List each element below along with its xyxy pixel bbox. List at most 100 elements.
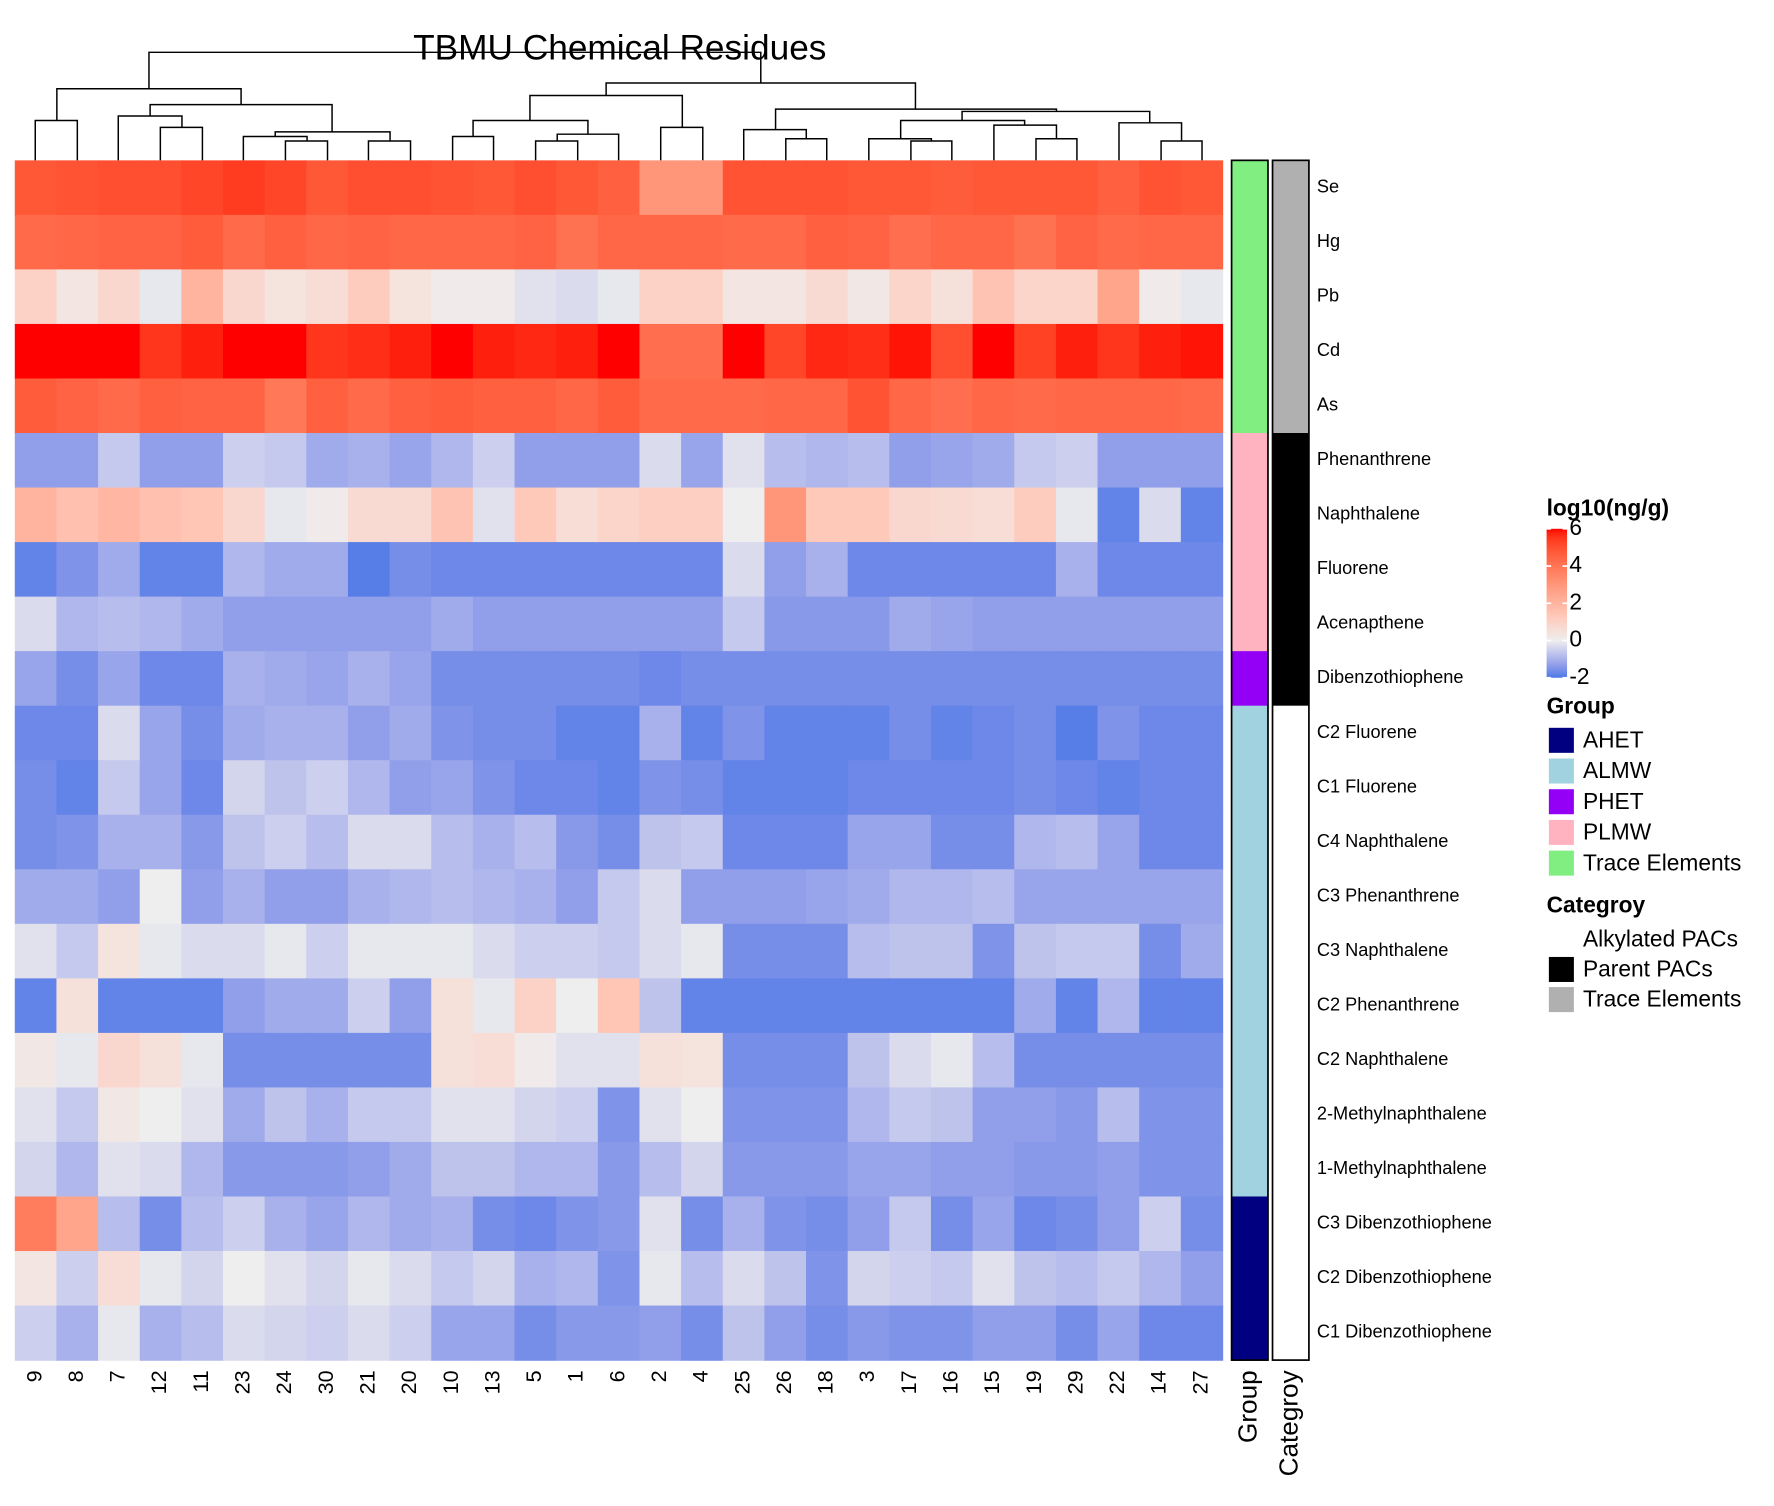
heatmap-cell xyxy=(181,433,224,489)
heatmap-cell xyxy=(930,1087,974,1143)
heatmap-cell xyxy=(1139,596,1182,652)
heatmap-cell xyxy=(1180,1032,1224,1089)
heatmap-cell xyxy=(223,1251,266,1307)
heatmap-cell xyxy=(1180,651,1224,707)
heatmap-cell xyxy=(56,814,99,870)
heatmap-cell xyxy=(1180,1087,1224,1143)
heatmap-cell xyxy=(597,705,641,761)
heatmap-cell xyxy=(806,596,849,652)
row-label: Naphthalene xyxy=(1317,504,1420,524)
heatmap-cell xyxy=(98,596,141,652)
heatmap-cell xyxy=(1139,1196,1182,1252)
heatmap-cell xyxy=(597,323,641,380)
heatmap-cell xyxy=(1180,433,1224,489)
heatmap-cell xyxy=(98,1196,141,1252)
heatmap-cell xyxy=(1014,323,1057,380)
heatmap-cell xyxy=(889,705,932,761)
heatmap-cell xyxy=(930,814,974,870)
heatmap-cell xyxy=(472,814,516,870)
heatmap-cell xyxy=(306,1196,349,1252)
heatmap-cell xyxy=(972,214,1015,271)
row-label: C3 Dibenzothiophene xyxy=(1317,1213,1492,1233)
annotation-cell xyxy=(1272,214,1309,271)
legend-swatch xyxy=(1548,926,1574,952)
heatmap-cell xyxy=(597,269,641,325)
annotation-cell xyxy=(1231,378,1268,434)
heatmap-cell xyxy=(514,1196,557,1252)
heatmap-cell xyxy=(556,923,599,980)
column-label: 15 xyxy=(979,1370,1004,1394)
heatmap-cell xyxy=(722,705,766,761)
heatmap-cell xyxy=(514,269,557,325)
heatmap-cell xyxy=(556,487,599,543)
heatmap-cell xyxy=(556,323,599,380)
heatmap-cell xyxy=(306,323,349,380)
heatmap-cell xyxy=(556,433,599,489)
heatmap-cell xyxy=(930,1141,974,1198)
heatmap-cell xyxy=(556,869,599,925)
annotation-cell xyxy=(1231,978,1268,1034)
annotation-cell xyxy=(1231,1087,1268,1143)
heatmap-cell xyxy=(181,542,224,598)
column-label: 27 xyxy=(1187,1370,1212,1394)
heatmap-cell xyxy=(14,323,58,380)
row-label: C3 Phenanthrene xyxy=(1317,885,1460,905)
heatmap-cell xyxy=(223,214,266,271)
heatmap-cell xyxy=(56,651,99,707)
heatmap-cell xyxy=(930,433,974,489)
heatmap-cell xyxy=(847,1305,891,1361)
column-label: 11 xyxy=(188,1370,213,1392)
heatmap-cell xyxy=(14,433,58,489)
heatmap-cell xyxy=(1055,978,1099,1034)
heatmap-cell xyxy=(764,1305,807,1361)
heatmap-cell xyxy=(264,542,307,598)
heatmap-cell xyxy=(181,269,224,325)
heatmap-cell xyxy=(972,869,1015,925)
heatmap-cell xyxy=(347,1032,391,1089)
heatmap-cell xyxy=(14,378,58,434)
heatmap-cell xyxy=(98,1305,141,1361)
heatmap-cell xyxy=(889,1305,932,1361)
heatmap-cell xyxy=(1014,1251,1057,1307)
annotation-cell xyxy=(1272,487,1309,543)
heatmap-cell xyxy=(389,923,432,980)
heatmap-cell xyxy=(1139,1032,1182,1089)
heatmap-cell xyxy=(722,978,766,1034)
heatmap-cell xyxy=(722,760,766,816)
heatmap-cell xyxy=(1055,1251,1099,1307)
heatmap-cell xyxy=(1097,323,1140,380)
heatmap-cell xyxy=(306,923,349,980)
heatmap-cell xyxy=(681,705,724,761)
heatmap-cell xyxy=(472,269,516,325)
heatmap-cell xyxy=(264,269,307,325)
legend-label: PLMW xyxy=(1583,819,1652,845)
heatmap-cell xyxy=(806,1251,849,1307)
heatmap-cell xyxy=(223,596,266,652)
heatmap-cell xyxy=(1139,1141,1182,1198)
heatmap-cell xyxy=(972,814,1015,870)
heatmap-cell xyxy=(764,1141,807,1198)
heatmap-cell xyxy=(681,651,724,707)
heatmap-cell xyxy=(1139,269,1182,325)
heatmap-cell xyxy=(806,923,849,980)
heatmap-cell xyxy=(639,1032,682,1089)
heatmap-cell xyxy=(639,1305,682,1361)
annotation-cell xyxy=(1272,1251,1309,1307)
heatmap-cell xyxy=(514,160,557,216)
heatmap-cell xyxy=(1139,760,1182,816)
heatmap-cell xyxy=(597,760,641,816)
heatmap-cell xyxy=(764,269,807,325)
heatmap-cell xyxy=(681,1251,724,1307)
column-label: 16 xyxy=(938,1370,963,1394)
heatmap-cell xyxy=(514,1305,557,1361)
heatmap-cell xyxy=(389,160,432,216)
heatmap-cell xyxy=(389,651,432,707)
heatmap-cell xyxy=(1097,269,1140,325)
column-label: 23 xyxy=(230,1370,255,1394)
heatmap-cell xyxy=(14,1032,58,1089)
heatmap-cell xyxy=(14,214,58,271)
heatmap-cell xyxy=(431,269,474,325)
column-label: 18 xyxy=(813,1370,838,1394)
heatmap-cell xyxy=(597,433,641,489)
heatmap-cell xyxy=(223,923,266,980)
